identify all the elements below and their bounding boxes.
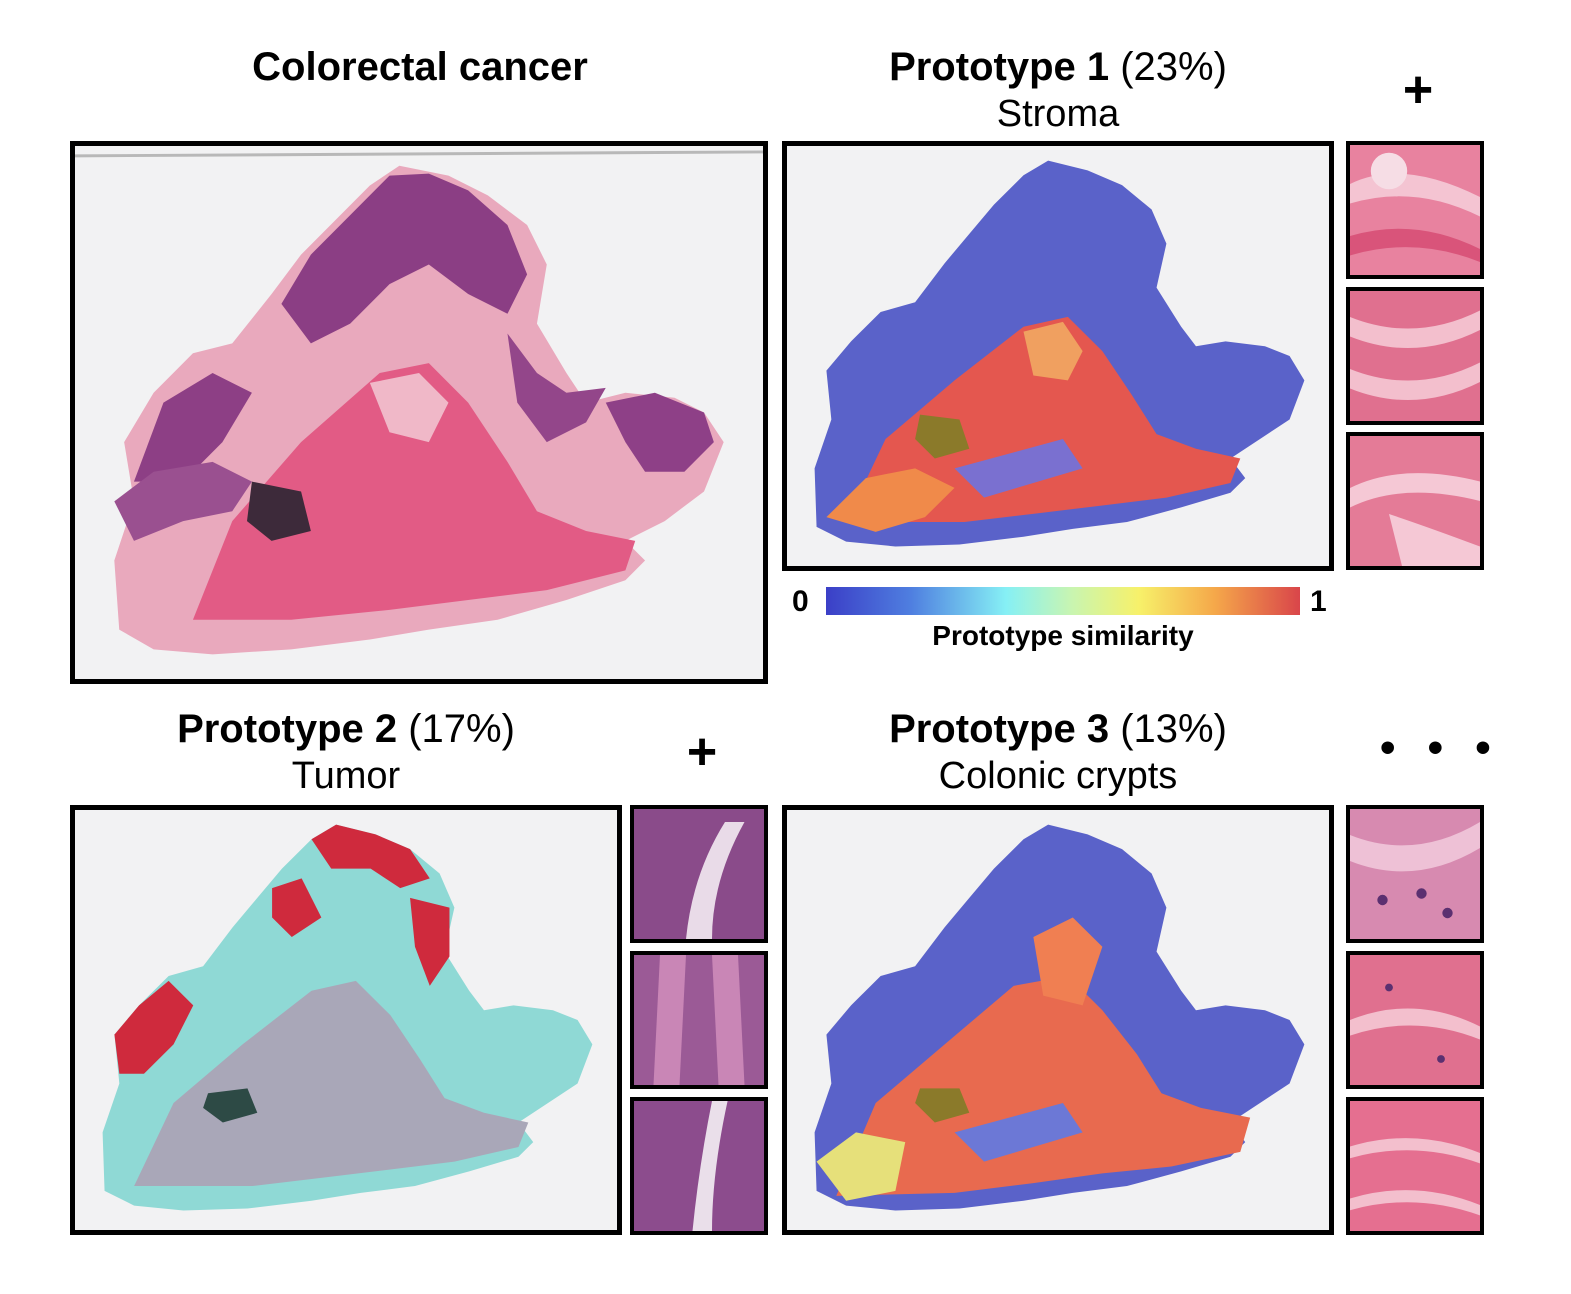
prototype-3-heatmap-image bbox=[787, 810, 1329, 1230]
colorbar-label: Prototype similarity bbox=[932, 620, 1194, 651]
prototype-1-patch-3 bbox=[1346, 432, 1484, 570]
main-title: Colorectal cancer bbox=[252, 45, 588, 89]
prototype-3-title: Prototype 3 (13%) bbox=[889, 707, 1227, 751]
prototype-3-tissue: Colonic crypts bbox=[938, 755, 1178, 797]
prototype-1-heatmap bbox=[782, 141, 1334, 571]
colorbar-max: 1 bbox=[1310, 585, 1327, 618]
prototype-3-heatmap bbox=[782, 805, 1334, 1235]
crypts-patch-image bbox=[1350, 809, 1480, 939]
prototype-1-patch-2 bbox=[1346, 287, 1484, 425]
prototype-3-patch-2 bbox=[1346, 951, 1484, 1089]
prototype-2-heatmap-image bbox=[75, 810, 617, 1230]
prototype-2-patch-2 bbox=[630, 951, 768, 1089]
prototype-2-tissue: Tumor bbox=[291, 755, 401, 797]
stroma-patch-image bbox=[1350, 145, 1480, 275]
prototype-1-patch-1 bbox=[1346, 141, 1484, 279]
prototype-1-heatmap-image bbox=[787, 146, 1329, 566]
prototype-3-patch-3 bbox=[1346, 1097, 1484, 1235]
prototype-2-more: + bbox=[686, 723, 718, 781]
he-slide-image bbox=[75, 146, 763, 679]
prototype-3-more: • • • bbox=[1380, 723, 1501, 772]
he-slide-panel bbox=[70, 141, 768, 684]
colorbar-min: 0 bbox=[792, 585, 809, 618]
crypts-patch-image bbox=[1350, 1101, 1480, 1231]
prototype-2-patch-1 bbox=[630, 805, 768, 943]
prototype-1-tissue: Stroma bbox=[996, 93, 1120, 135]
colorbar bbox=[826, 587, 1300, 615]
stroma-patch-image bbox=[1350, 436, 1480, 566]
tumor-patch-image bbox=[634, 1101, 764, 1231]
crypts-patch-image bbox=[1350, 955, 1480, 1085]
prototype-2-patch-3 bbox=[630, 1097, 768, 1235]
prototype-3-patch-1 bbox=[1346, 805, 1484, 943]
stroma-patch-image bbox=[1350, 291, 1480, 421]
tumor-patch-image bbox=[634, 955, 764, 1085]
prototype-2-heatmap bbox=[70, 805, 622, 1235]
tumor-patch-image bbox=[634, 809, 764, 939]
prototype-2-title: Prototype 2 (17%) bbox=[177, 707, 515, 751]
prototype-1-more: + bbox=[1402, 61, 1434, 119]
prototype-1-title: Prototype 1 (23%) bbox=[889, 45, 1227, 89]
